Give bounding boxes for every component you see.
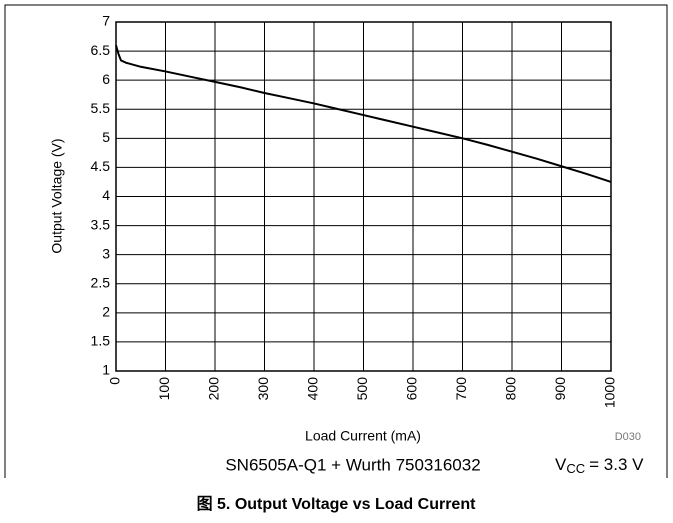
x-tick-label: 700 (453, 377, 469, 401)
x-axis-label: Load Current (mA) (305, 428, 421, 444)
condition-text: = 3.3 V (589, 455, 644, 474)
y-tick-label: 1.5 (91, 333, 111, 349)
x-tick-label: 200 (206, 377, 222, 401)
subtitle: SN6505A-Q1 + Wurth 750316032 (225, 455, 480, 474)
y-tick-label: 1 (102, 362, 110, 378)
y-tick-label: 6 (102, 71, 110, 87)
data-line (115, 44, 612, 183)
y-tick-label: 4.5 (91, 158, 111, 174)
x-tick-label: 600 (404, 377, 420, 401)
x-tick-label: 300 (255, 377, 271, 401)
condition-subscript: CC (566, 461, 585, 476)
x-tick-label: 900 (552, 377, 568, 401)
y-tick-label: 5 (102, 129, 110, 145)
y-tick-label: 3 (102, 245, 110, 261)
x-tick-label: 400 (305, 377, 321, 401)
condition: VCC = 3.3 V (555, 455, 644, 476)
condition-symbol: V (555, 455, 567, 474)
y-tick-label: 6.5 (91, 42, 111, 58)
x-tick-label: 800 (503, 377, 519, 401)
figure-code: D030 (615, 431, 641, 443)
x-tick-label: 500 (354, 377, 370, 401)
plot-frame (115, 21, 612, 372)
x-tick-label: 0 (107, 377, 123, 385)
y-tick-label: 3.5 (91, 216, 111, 232)
figure-frame (4, 4, 668, 478)
y-axis-label: Output Voltage (V) (49, 138, 65, 253)
y-tick-label: 2 (102, 304, 110, 320)
y-tick-label: 2.5 (91, 274, 111, 290)
caption: 图 5. Output Voltage vs Load Current (197, 495, 477, 513)
y-tick-label: 7 (102, 13, 110, 29)
x-tick-label: 1000 (602, 377, 618, 408)
y-tick-label: 4 (102, 187, 110, 203)
y-tick-label: 5.5 (91, 100, 111, 116)
x-tick-label: 100 (156, 377, 172, 401)
